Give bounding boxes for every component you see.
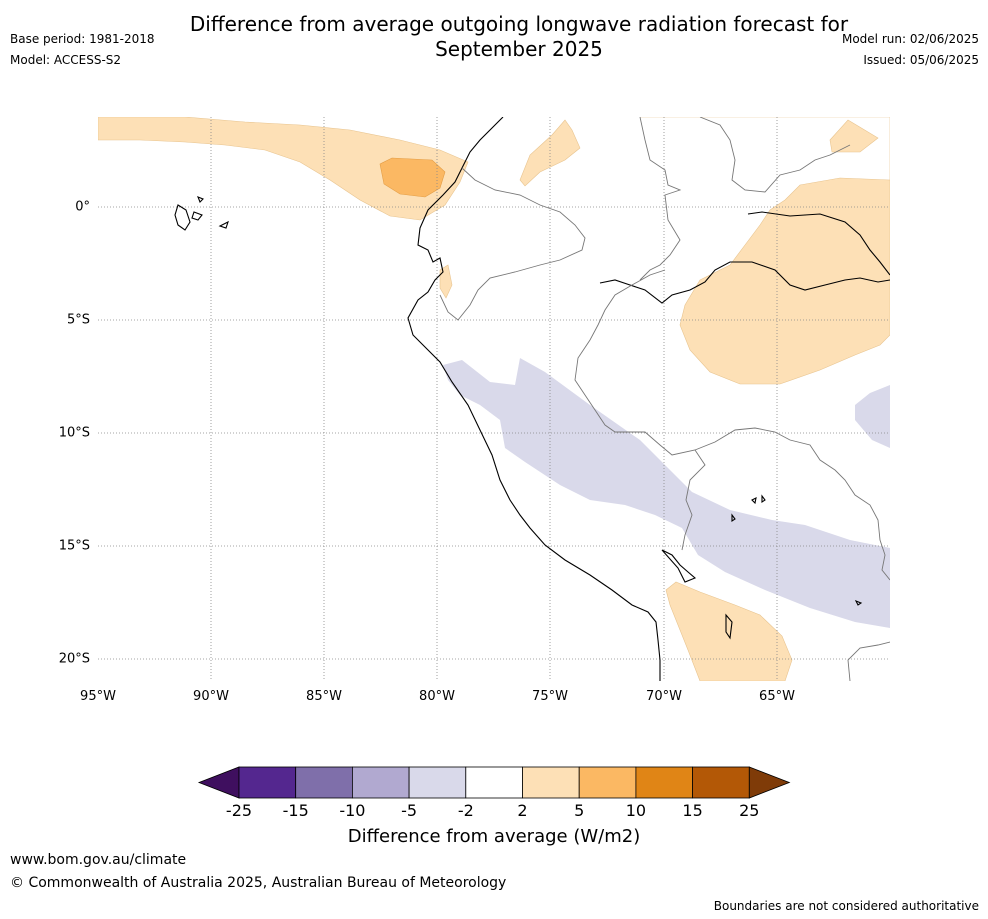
country-borders	[439, 117, 890, 681]
map-frame	[98, 117, 890, 681]
issued-date: Issued: 05/06/2025	[863, 53, 979, 67]
latitude-label: 0°	[75, 199, 90, 215]
strong-positive-anomaly	[379, 157, 446, 198]
colorbar-tick-label: 5	[574, 801, 585, 820]
longitude-label: 85°W	[306, 689, 342, 704]
base-period: Base period: 1981-2018	[10, 32, 155, 46]
colorbar-tick-label: -25	[225, 801, 253, 820]
colorbar-bin	[238, 766, 297, 799]
colorbar-bin	[692, 766, 750, 799]
model-run: Model run: 02/06/2025	[841, 32, 979, 46]
header-left: Base period: 1981-2018 Model: ACCESS-S2	[10, 32, 155, 74]
disclaimer-text: Boundaries are not considered authoritat…	[713, 899, 979, 913]
colorbar-tick-label: 25	[739, 801, 760, 820]
colorbar-tick-label: 15	[682, 801, 703, 820]
latitude-label: 10°S	[58, 425, 90, 441]
colorbar-tick-label: -2	[457, 801, 474, 820]
longitude-label: 80°W	[419, 689, 455, 704]
longitude-label: 70°W	[646, 689, 682, 704]
latitude-label: 20°S	[58, 651, 90, 667]
longitude-label: 65°W	[759, 689, 795, 704]
colorbar-tick-label: -10	[339, 801, 366, 820]
colorbar-bin	[408, 766, 467, 799]
latitude-label: 5°S	[66, 312, 90, 328]
website-link[interactable]: www.bom.gov.au/climate	[10, 852, 187, 868]
map-title: Difference from average outgoing longwav…	[189, 12, 849, 61]
longitude-label: 75°W	[532, 689, 568, 704]
colorbar-label: Difference from average (W/m2)	[347, 826, 641, 847]
negative-anomaly-areas	[443, 358, 890, 628]
colorbar-bin	[578, 766, 637, 799]
positive-anomaly-areas	[98, 117, 890, 681]
colorbar-tick-label: -5	[401, 801, 418, 820]
colorbar-extend-low	[197, 766, 240, 799]
colorbar-bin	[522, 766, 580, 799]
longitude-label: 90°W	[193, 689, 229, 704]
coastline	[174, 117, 890, 681]
latitude-label: 15°S	[58, 538, 90, 554]
colorbar-bin	[295, 766, 353, 799]
colorbar-tick-label: 2	[517, 801, 528, 820]
colorbar-tick-label: -15	[282, 801, 309, 820]
copyright-text: © Commonwealth of Australia 2025, Austra…	[10, 875, 507, 891]
colorbar-bin	[351, 766, 410, 799]
colorbar-extend-high	[748, 766, 791, 799]
colorbar-tick-label: 10	[625, 801, 647, 820]
graticule	[98, 117, 890, 681]
longitude-label: 95°W	[80, 689, 116, 704]
colorbar	[197, 766, 791, 799]
header-right: Model run: 02/06/2025 Issued: 05/06/2025	[842, 32, 979, 74]
model-name: Model: ACCESS-S2	[10, 53, 122, 67]
colorbar-bin	[465, 766, 523, 799]
colorbar-bin	[635, 766, 694, 799]
